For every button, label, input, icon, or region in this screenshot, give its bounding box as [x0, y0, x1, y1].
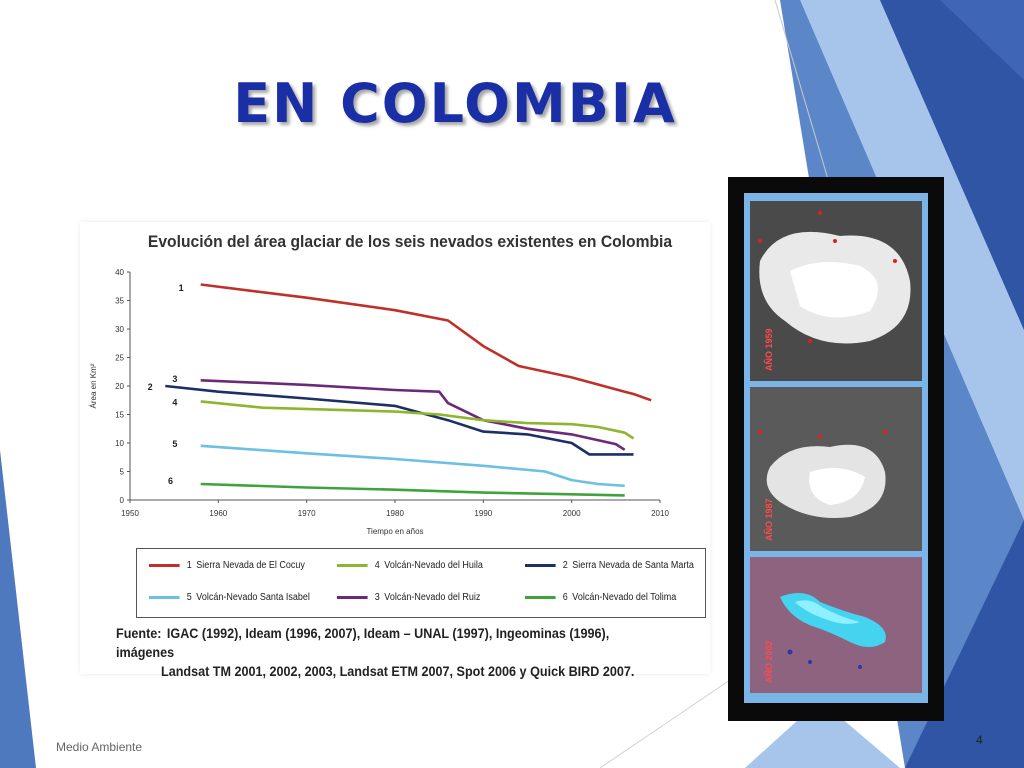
- left-bottom-facet: [0, 450, 36, 768]
- series-label-2: 2: [148, 382, 153, 392]
- y-tick-label: 20: [115, 382, 124, 391]
- chart-legend: 1 Sierra Nevada de El Cocuy 4 Volcán-Nevado…: [136, 548, 706, 618]
- legend-item-4: 4 Volcán-Nevado del Huila: [337, 555, 483, 575]
- legend-label-2: Sierra Nevada de Santa Marta: [572, 559, 694, 571]
- series-label-1: 1: [179, 283, 184, 293]
- glacier-image-1959: [750, 201, 922, 381]
- legend-swatch-4: [337, 563, 368, 567]
- y-tick-label: 40: [115, 268, 124, 277]
- glacier-image-1987: [750, 387, 922, 551]
- legend-number-5: 5: [186, 591, 192, 603]
- y-tick-label: 15: [115, 411, 124, 420]
- satellite-image-3: AÑO 2002: [750, 557, 922, 693]
- legend-number-1: 1: [186, 559, 192, 571]
- x-axis-label: Tiempo en años: [366, 527, 423, 536]
- source-line-2: Landsat TM 2001, 2002, 2003, Landsat ETM…: [161, 663, 635, 679]
- legend-number-3: 3: [374, 591, 380, 603]
- thin-divider-line-bottom: [599, 679, 731, 768]
- glacier-image-2002: [750, 557, 922, 693]
- x-tick-label: 1970: [298, 509, 316, 518]
- chart-source: Fuente: IGAC (1992), Ideam (1996, 2007), …: [116, 624, 638, 681]
- x-tick-label: 2000: [563, 509, 581, 518]
- legend-swatch-5: [149, 595, 180, 599]
- legend-swatch-6: [525, 595, 556, 599]
- chart-title: Evolución del área glaciar de los seis n…: [147, 232, 673, 251]
- top-right-facet: [940, 0, 1024, 80]
- legend-number-4: 4: [374, 559, 380, 571]
- y-tick-label: 35: [115, 297, 124, 306]
- series-line-2: [165, 384, 634, 456]
- series-line-6: [200, 482, 625, 497]
- legend-label-4: Volcán-Nevado del Huila: [384, 559, 483, 571]
- slide-footer: Medio Ambiente: [56, 740, 143, 754]
- x-tick-label: 1980: [386, 509, 404, 518]
- bottom-light-facet: [745, 700, 900, 768]
- legend-label-1: Sierra Nevada de El Cocuy: [196, 559, 305, 571]
- legend-label-5: Volcán-Nevado Santa Isabel: [196, 591, 310, 603]
- satellite-image-2: AÑO 1987: [750, 387, 922, 551]
- legend-swatch-3: [337, 595, 368, 599]
- y-tick-label: 30: [115, 325, 124, 334]
- right-dark-facet: [880, 0, 1024, 330]
- legend-label-6: Volcán-Nevado del Tolima: [572, 591, 677, 603]
- series-line-3: [200, 379, 626, 451]
- series-label-5: 5: [172, 439, 177, 449]
- x-tick-label: 1960: [209, 509, 227, 518]
- year-label-1: AÑO 1959: [764, 328, 774, 371]
- y-axis-label: Área en Km²: [89, 363, 98, 408]
- legend-item-2: 2 Sierra Nevada de Santa Marta: [525, 555, 694, 575]
- y-tick-label: 0: [120, 496, 125, 505]
- legend-number-2: 2: [562, 559, 568, 571]
- satellite-image-1: AÑO 1959: [750, 201, 922, 381]
- series-line-1: [200, 283, 652, 402]
- satellite-photo-frame: AÑO 1959 AÑO 1987 AÑO 2002: [728, 177, 944, 721]
- source-line-1: IGAC (1992), Ideam (1996, 2007), Ideam –…: [116, 625, 610, 660]
- slide-title: EN COLOMBIA: [233, 72, 677, 135]
- legend-item-3: 3 Volcán-Nevado del Ruiz: [337, 587, 480, 607]
- x-tick-label: 1990: [474, 509, 492, 518]
- legend-item-1: 1 Sierra Nevada de El Cocuy: [149, 555, 305, 575]
- x-tick-label: 2010: [651, 509, 669, 518]
- satellite-photo-strip: AÑO 1959 AÑO 1987 AÑO 2002: [744, 193, 928, 703]
- y-tick-label: 25: [115, 354, 124, 363]
- y-tick-label: 10: [115, 439, 124, 448]
- series-line-5: [200, 444, 625, 488]
- page-number: 4: [976, 733, 983, 747]
- x-tick-label: 1950: [121, 509, 139, 518]
- legend-number-6: 6: [562, 591, 568, 603]
- series-label-4: 4: [172, 398, 177, 408]
- legend-label-3: Volcán-Nevado del Ruiz: [384, 591, 481, 603]
- y-tick-label: 5: [120, 468, 125, 477]
- series-label-3: 3: [172, 374, 177, 384]
- legend-swatch-1: [149, 563, 180, 567]
- legend-item-6: 6 Volcán-Nevado del Tolima: [525, 587, 676, 607]
- year-label-3: AÑO 2002: [764, 640, 774, 683]
- series-label-6: 6: [168, 476, 173, 486]
- glacier-chart: 0 5 10 15 20 25 30 35 40 1950 1960 1970 1980 1990 2000…: [80, 222, 710, 679]
- legend-swatch-2: [525, 563, 556, 567]
- legend-item-5: 5 Volcán-Nevado Santa Isabel: [149, 587, 310, 607]
- source-label: Fuente:: [116, 625, 162, 641]
- series-line-4: [200, 400, 635, 440]
- year-label-2: AÑO 1987: [764, 498, 774, 541]
